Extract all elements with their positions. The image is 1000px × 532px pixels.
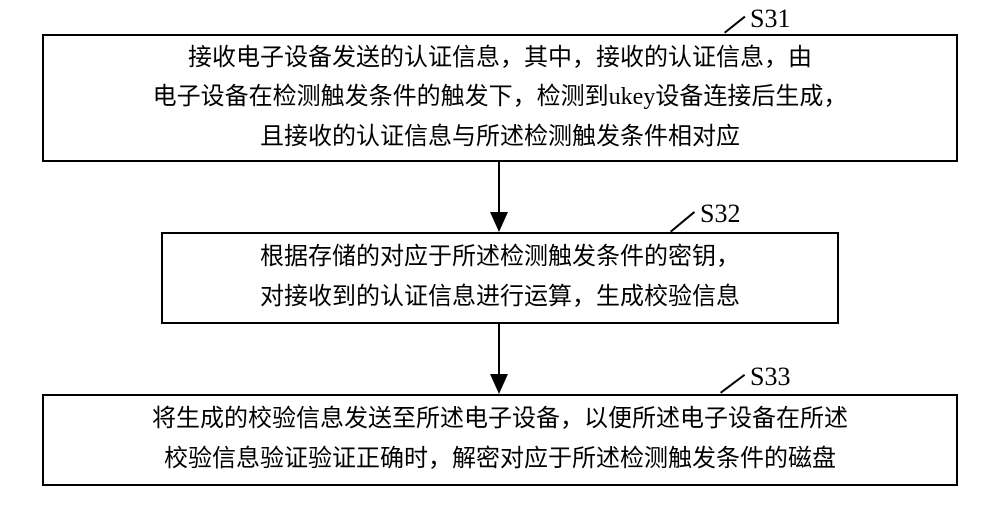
- arrow-head-icon: [490, 212, 508, 232]
- flow-node-s33: 将生成的校验信息发送至所述电子设备，以便所述电子设备在所述 校验信息验证验证正确…: [42, 394, 958, 486]
- label-connector: [720, 374, 745, 394]
- node-line: 电子设备在检测触发条件的触发下，检测到ukey设备连接后生成，: [153, 78, 848, 118]
- node-text: 将生成的校验信息发送至所述电子设备，以便所述电子设备在所述 校验信息验证验证正确…: [152, 400, 848, 479]
- step-label-s33: S33: [750, 362, 790, 392]
- node-line: 根据存储的对应于所述检测触发条件的密钥，: [260, 238, 740, 278]
- flow-node-s32: 根据存储的对应于所述检测触发条件的密钥， 对接收到的认证信息进行运算，生成校验信…: [161, 232, 839, 324]
- step-label-s32: S32: [700, 199, 740, 229]
- node-line: 将生成的校验信息发送至所述电子设备，以便所述电子设备在所述: [152, 400, 848, 440]
- node-line: 接收电子设备发送的认证信息，其中，接收的认证信息，由: [153, 39, 848, 79]
- arrow-stem: [498, 162, 500, 212]
- node-text: 接收电子设备发送的认证信息，其中，接收的认证信息，由 电子设备在检测触发条件的触…: [153, 39, 848, 158]
- label-connector: [724, 16, 745, 34]
- node-text: 根据存储的对应于所述检测触发条件的密钥， 对接收到的认证信息进行运算，生成校验信…: [260, 238, 740, 317]
- flow-node-s31: 接收电子设备发送的认证信息，其中，接收的认证信息，由 电子设备在检测触发条件的触…: [42, 34, 958, 162]
- node-line: 校验信息验证验证正确时，解密对应于所述检测触发条件的磁盘: [152, 440, 848, 480]
- flowchart-canvas: 接收电子设备发送的认证信息，其中，接收的认证信息，由 电子设备在检测触发条件的触…: [0, 0, 1000, 532]
- arrow-stem: [498, 324, 500, 374]
- node-line: 对接收到的认证信息进行运算，生成校验信息: [260, 278, 740, 318]
- arrow-head-icon: [490, 374, 508, 394]
- node-line: 且接收的认证信息与所述检测触发条件相对应: [153, 118, 848, 158]
- step-label-s31: S31: [750, 4, 790, 34]
- label-connector: [670, 211, 695, 233]
